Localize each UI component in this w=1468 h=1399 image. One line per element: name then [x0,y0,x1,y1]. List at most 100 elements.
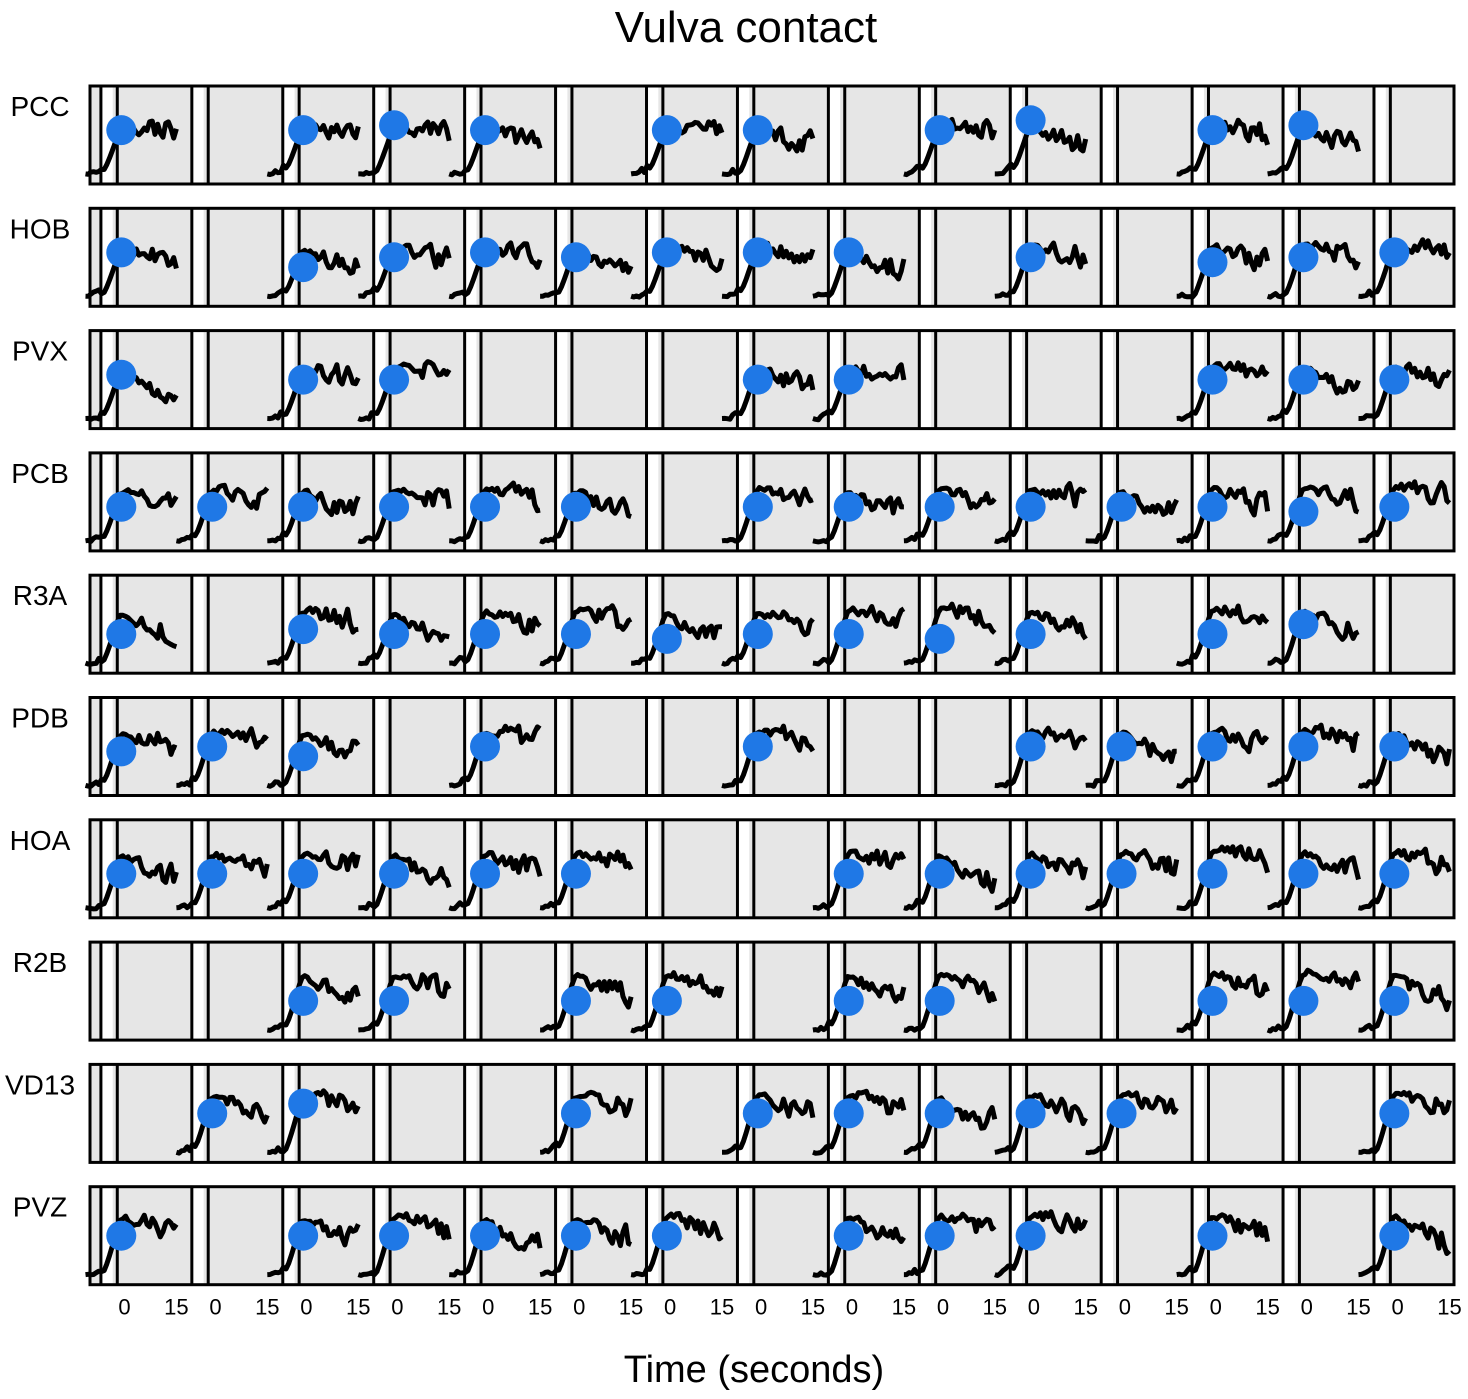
x-tick-label: 0 [118,1295,130,1320]
onset-marker [651,985,682,1016]
column-separator [373,942,386,1041]
trace-line [721,723,816,789]
onset-marker [288,491,319,522]
onset-marker [288,252,319,283]
onset-marker [1288,496,1319,527]
trace-line [1266,967,1361,1034]
trace-line [812,604,906,667]
onset-marker [1015,491,1046,522]
onset-marker [197,858,228,889]
x-tick-label: 0 [846,1295,858,1320]
row-frame [88,206,1456,308]
trace-line [1358,479,1452,544]
trace-line [812,848,907,911]
trace-line [812,1088,907,1156]
column-separator [464,819,477,918]
column-separator [1373,819,1386,918]
onset-marker [560,985,591,1016]
row-label: HOB [10,213,71,244]
row-label: PVZ [13,1192,67,1223]
column-separator [646,819,659,918]
onset-marker [924,985,955,1016]
trace-line [448,850,543,912]
onset-marker [288,858,319,889]
onset-marker [1288,242,1319,273]
row-frame [88,451,1456,553]
x-tick-label: 0 [209,1295,221,1320]
column-separator [555,819,568,918]
row-hoa: HOA [10,818,1456,920]
column-separator [1283,1186,1295,1285]
onset-marker [924,623,955,654]
trace-line [540,972,634,1033]
onset-marker [1379,858,1410,889]
x-tick-label: 0 [300,1295,312,1320]
column-separator [1101,86,1113,184]
column-separator [828,819,841,918]
onset-marker [1015,242,1046,273]
onset-marker [1288,110,1319,141]
trace-line [721,609,815,667]
column-separator [373,86,386,184]
onset-marker [1197,619,1228,649]
onset-marker [924,858,955,889]
onset-marker [833,1220,864,1251]
column-separator [1192,575,1204,674]
onset-marker [379,242,410,273]
onset-marker [651,1220,682,1251]
onset-marker [197,1098,228,1129]
column-separator [1192,208,1204,307]
column-separator [1101,819,1113,918]
onset-marker [288,1088,319,1119]
trace-line [1176,970,1270,1034]
onset-marker [833,858,864,889]
x-tick-label: 0 [1028,1295,1040,1320]
trace-line [994,123,1089,177]
onset-marker [1379,491,1410,522]
onset-marker [1015,619,1046,649]
onset-marker [1379,1098,1410,1129]
onset-marker [742,115,773,146]
trace-line [1085,1090,1179,1156]
onset-marker [197,491,228,522]
column-separator [737,452,750,551]
trace-line [903,853,998,911]
x-tick-label: 15 [619,1295,643,1320]
trace-line [266,731,361,789]
onset-marker [106,115,137,146]
trace-line [1176,725,1270,789]
row-frame [88,573,1456,675]
onset-marker [1197,985,1228,1016]
trace-line [1358,1090,1452,1155]
row-frame [88,84,1456,186]
column-separator [919,452,932,551]
onset-marker [379,858,410,889]
column-separator [282,208,295,307]
x-tick-label: 0 [664,1295,676,1320]
column-separator [282,819,295,918]
trace-line [449,608,542,667]
column-separator [919,208,932,307]
onset-marker [1197,1220,1228,1251]
column-separator [1101,208,1113,307]
trace-line [539,1217,633,1278]
x-tick-label: 0 [391,1295,403,1320]
trace-line [85,487,179,544]
trace-line [994,609,1088,667]
trace-line [176,850,270,911]
column-separator [464,575,477,674]
trace-line [357,486,452,545]
column-separator [100,819,113,918]
row-background [90,575,1454,674]
onset-marker [470,1220,501,1251]
row-label: PVX [12,336,68,367]
onset-marker [288,985,319,1016]
row-label: PCB [11,458,69,489]
column-separator [919,819,932,918]
chart-title: Vulva contact [615,3,878,52]
x-tick-label: 0 [755,1295,767,1320]
row-frame [88,940,1456,1042]
column-separator [191,86,204,184]
trace-line [1267,849,1361,911]
row-frame [88,696,1456,797]
